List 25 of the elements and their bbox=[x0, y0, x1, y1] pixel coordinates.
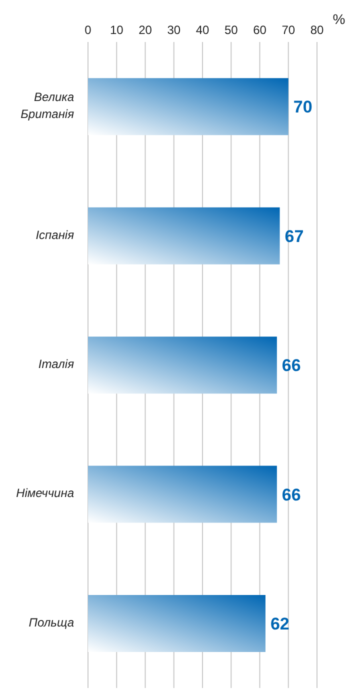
data-label: 62 bbox=[270, 614, 290, 634]
y-tick-label: Велика Британія bbox=[20, 90, 75, 122]
x-tick-label: 70 bbox=[282, 23, 296, 37]
bar bbox=[88, 78, 288, 136]
x-tick-label: 30 bbox=[167, 23, 181, 37]
bar bbox=[88, 466, 277, 523]
data-label: 66 bbox=[282, 356, 301, 376]
bar bbox=[88, 594, 266, 652]
y-tick-label: Польща bbox=[28, 616, 74, 630]
x-tick-label: 10 bbox=[110, 23, 124, 37]
x-tick-label: 20 bbox=[138, 23, 152, 37]
bar bbox=[88, 207, 280, 264]
x-axis-title: % bbox=[332, 11, 346, 27]
x-tick-label: 80 bbox=[310, 23, 324, 37]
y-tick-label: Іспанія bbox=[36, 228, 75, 242]
y-tick-label: Італія bbox=[38, 357, 75, 372]
data-label: 66 bbox=[282, 485, 301, 504]
y-tick-label: Німеччина bbox=[16, 486, 74, 500]
x-tick-label: 40 bbox=[196, 23, 210, 37]
x-tick-label: 0 bbox=[84, 23, 92, 37]
bar bbox=[88, 336, 277, 394]
data-label: 70 bbox=[293, 98, 312, 117]
x-tick-label: 60 bbox=[253, 23, 267, 37]
x-tick-label: 50 bbox=[224, 23, 238, 37]
data-label: 67 bbox=[284, 226, 304, 246]
